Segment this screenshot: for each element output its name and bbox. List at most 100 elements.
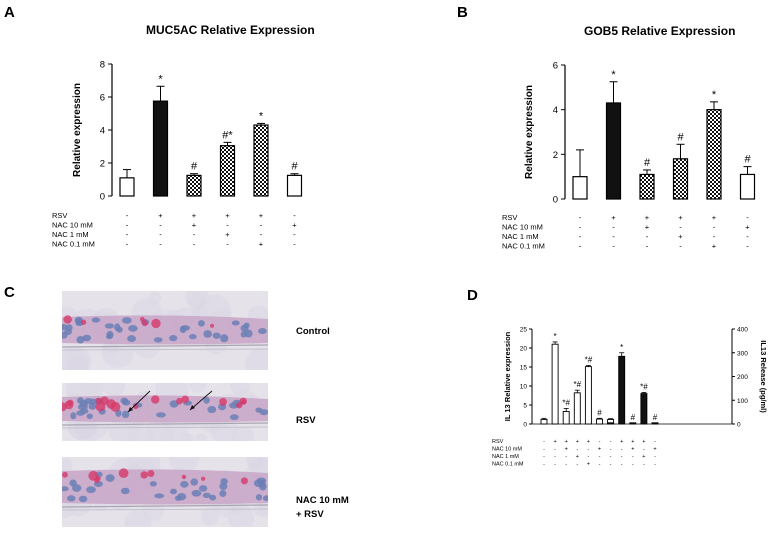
treatment-value: -	[746, 242, 749, 251]
treatment-value: +	[678, 213, 683, 222]
treatment-value: -	[159, 221, 162, 230]
y-tick-label-left: 25	[520, 327, 528, 334]
y-tick-label-left: 0	[523, 422, 527, 429]
bar	[572, 176, 588, 200]
chart-d: 0 5 10 15 20 25 0 100 200 300 400 IL 13 Relative ex…	[492, 327, 768, 468]
micrograph-control	[62, 291, 268, 370]
treatment-value: -	[579, 223, 582, 232]
treatment-value: -	[643, 447, 645, 453]
y-tick-label: 0	[100, 192, 105, 203]
y-axis-label: Relative expression	[524, 85, 535, 179]
y-tick-label: 6	[553, 61, 558, 72]
treatment-value: -	[599, 439, 601, 445]
bar-annotation: #	[597, 408, 602, 417]
treatment-value: -	[579, 213, 582, 222]
treatment-value: +	[576, 454, 579, 460]
micrograph-label-control: Control	[296, 326, 330, 337]
treatment-value: +	[158, 211, 163, 220]
treatment-value: -	[293, 240, 296, 249]
bar-annotation: *	[620, 343, 623, 352]
treatment-value: -	[226, 221, 229, 230]
treatment-value: -	[612, 232, 615, 241]
treatment-value: -	[126, 211, 129, 220]
treatment-value: -	[293, 230, 296, 239]
treatment-label: RSV	[492, 439, 504, 445]
treatment-value: -	[621, 454, 623, 460]
treatment-value: -	[610, 462, 612, 468]
treatment-value: -	[713, 232, 716, 241]
treatment-value: +	[565, 447, 568, 453]
treatment-value: -	[612, 242, 615, 251]
bar-annotation: *	[259, 110, 264, 122]
treatment-value: +	[712, 213, 717, 222]
treatment-value: +	[712, 242, 717, 251]
y-axis-label: Relative expression	[72, 83, 83, 177]
y-tick-label: 4	[100, 126, 105, 137]
micrograph-label-nac-rsv: NAC 10 mM + RSV	[296, 495, 349, 520]
treatment-value: -	[543, 454, 545, 460]
treatment-value: -	[126, 230, 129, 239]
y-axis-label-right: IL13 Release (pg/ml)	[759, 340, 768, 413]
treatment-value: -	[654, 462, 656, 468]
treatment-value: -	[260, 221, 263, 230]
treatment-value: -	[746, 232, 749, 241]
bar	[607, 422, 615, 425]
treatment-value: +	[576, 439, 579, 445]
y-tick-label-left: 10	[520, 384, 528, 391]
bar	[640, 393, 648, 425]
treatment-value: -	[646, 232, 649, 241]
treatment-value: +	[259, 240, 264, 249]
treatment-value: -	[579, 242, 582, 251]
treatment-value: +	[292, 221, 297, 230]
treatment-value: +	[587, 462, 590, 468]
treatment-value: -	[654, 439, 656, 445]
treatment-value: +	[225, 211, 230, 220]
treatment-label: NAC 0.1 mM	[502, 242, 545, 251]
bar-annotation: *	[712, 89, 717, 101]
treatment-value: -	[260, 230, 263, 239]
treatment-label: NAC 1 mM	[492, 454, 519, 460]
y-tick-label-right: 300	[737, 350, 748, 357]
bar-annotation: #	[644, 157, 651, 169]
micrograph-nac-rsv	[62, 457, 268, 527]
micrograph-label-rsv: RSV	[296, 415, 316, 426]
treatment-value: -	[576, 447, 578, 453]
panel-letter-a: A	[4, 4, 15, 21]
treatment-value: +	[631, 439, 634, 445]
treatment-value: -	[226, 240, 229, 249]
y-tick-label: 4	[553, 105, 558, 116]
treatment-value: -	[646, 242, 649, 251]
bar	[562, 411, 570, 425]
y-tick-label: 8	[100, 60, 105, 71]
panel-letter-c: C	[4, 284, 15, 301]
treatment-value: +	[645, 213, 650, 222]
bar-annotation: *#	[562, 398, 570, 407]
y-axis-label-left: IL 13 Relative expression	[503, 331, 512, 421]
bar	[286, 174, 303, 197]
treatment-value: +	[642, 454, 645, 460]
treatment-value: -	[565, 462, 567, 468]
bar-annotation: #	[653, 413, 658, 422]
bar-annotation: #	[191, 161, 198, 173]
treatment-value: +	[645, 223, 650, 232]
y-tick-label-right: 200	[737, 374, 748, 381]
treatment-value: +	[587, 439, 590, 445]
bar	[605, 102, 622, 200]
bar	[551, 343, 559, 425]
bar	[706, 109, 722, 200]
treatment-value: -	[543, 447, 545, 453]
treatment-value: -	[543, 439, 545, 445]
bar-annotation: *	[554, 332, 557, 341]
treatment-value: +	[653, 447, 656, 453]
treatment-label: NAC 10 mM	[492, 447, 522, 453]
treatment-value: +	[565, 439, 568, 445]
treatment-label: NAC 10 mM	[502, 223, 543, 232]
treatment-value: -	[293, 211, 296, 220]
treatment-value: -	[746, 213, 749, 222]
bar	[596, 418, 603, 425]
treatment-value: -	[126, 221, 129, 230]
treatment-value: -	[579, 232, 582, 241]
treatment-value: -	[599, 454, 601, 460]
chart-a-title: MUC5AC Relative Expression	[146, 23, 315, 37]
